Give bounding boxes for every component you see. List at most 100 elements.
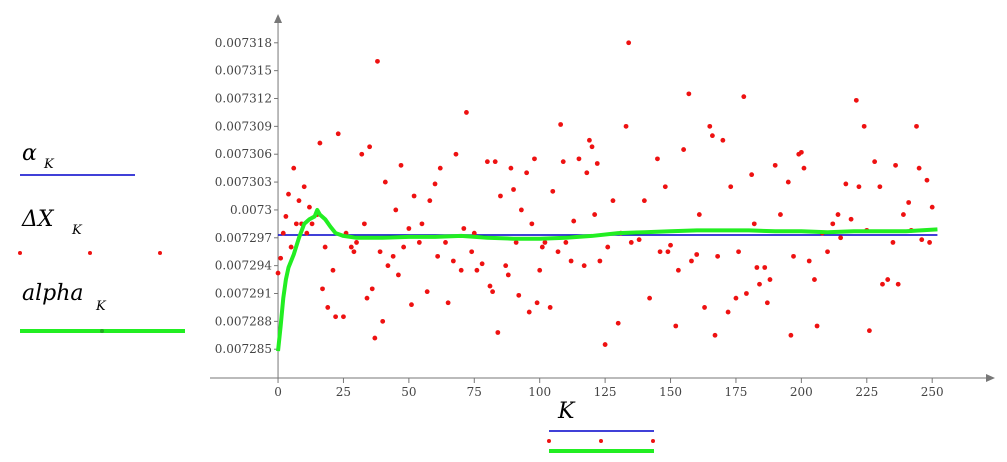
data-point [411,193,417,199]
data-point [825,249,830,255]
data-point [767,277,773,282]
legend-swatch [18,251,22,255]
data-point [890,240,896,245]
data-point [513,240,519,245]
data-point [856,184,862,190]
data-point [772,162,778,168]
data-point [715,253,721,259]
data-point [291,165,297,171]
data-point [461,226,467,231]
data-point [325,305,331,310]
data-point [741,94,747,100]
data-point [390,253,396,259]
legend-label: alpha [22,281,84,306]
data-point [720,137,726,143]
data-point [296,198,302,204]
data-point [641,198,647,204]
y-tick-label: 0.0073 [230,203,272,217]
y-tick-label: 0.007315 [215,64,272,78]
y-tick-label: 0.007294 [215,259,273,273]
data-point [503,263,509,269]
data-point [293,221,299,227]
data-point [885,277,891,282]
x-tick-label: 225 [855,385,878,399]
data-point [437,165,443,171]
legend-subscript: K [43,157,55,172]
data-point [710,133,715,139]
data-point [785,179,791,185]
data-point [409,302,414,308]
data-point [592,212,598,217]
data-point [568,258,574,264]
data-point [919,237,925,243]
legend-swatch [158,251,162,255]
data-point [830,221,836,227]
data-point [843,181,849,187]
data-point [597,258,603,264]
data-point [798,149,804,155]
data-point [469,249,475,255]
data-point [895,281,901,287]
data-point [348,244,354,250]
data-point [288,244,294,250]
data-point [694,252,700,257]
data-point [806,258,812,264]
data-point [401,244,407,250]
data-point [762,265,768,270]
data-point [610,198,616,204]
data-point [838,235,844,241]
data-point [602,342,608,347]
data-point [728,184,734,190]
data-point [524,170,530,176]
data-point [647,295,652,301]
data-point [537,267,543,273]
data-point [333,314,338,320]
data-point [432,181,438,187]
data-point [877,184,883,190]
data-point [555,249,561,255]
data-point [814,323,820,329]
data-point [668,242,673,248]
data-point [351,249,357,255]
y-tick-label: 0.007297 [215,231,272,245]
left-legend: α K ΔX K alpha K [18,141,185,333]
data-point [498,193,503,199]
data-point [906,200,912,205]
data-point [453,151,459,157]
data-point [534,300,540,306]
data-point [791,253,796,259]
data-point [589,144,595,150]
data-point [529,221,535,227]
data-point [450,258,456,264]
data-point [445,300,451,306]
data-point [581,263,587,269]
bottom-legend: K [547,399,655,453]
data-point [424,289,430,295]
x-tick-label: 75 [467,385,482,399]
data-point [744,291,749,296]
data-point [275,270,281,276]
data-point [835,212,841,217]
y-tick-label: 0.007318 [215,36,272,50]
data-point [354,240,359,245]
x-tick-label: 150 [659,385,682,399]
data-point [280,230,286,236]
data-point [712,332,718,338]
data-point [547,305,553,310]
data-point [396,272,401,278]
data-point [615,320,621,326]
data-point [587,137,592,143]
data-point [364,295,370,301]
legend-subscript: K [95,299,107,314]
data-point [696,212,702,217]
data-point [301,184,307,190]
data-point [518,207,524,213]
data-point [665,249,671,255]
legend-swatch [100,329,104,333]
legend-swatch [651,439,655,443]
x-tick-label: 25 [336,385,351,399]
data-point [309,221,315,227]
data-point [778,212,783,217]
data-point [927,240,932,245]
y-tick-label: 0.007312 [215,92,272,106]
